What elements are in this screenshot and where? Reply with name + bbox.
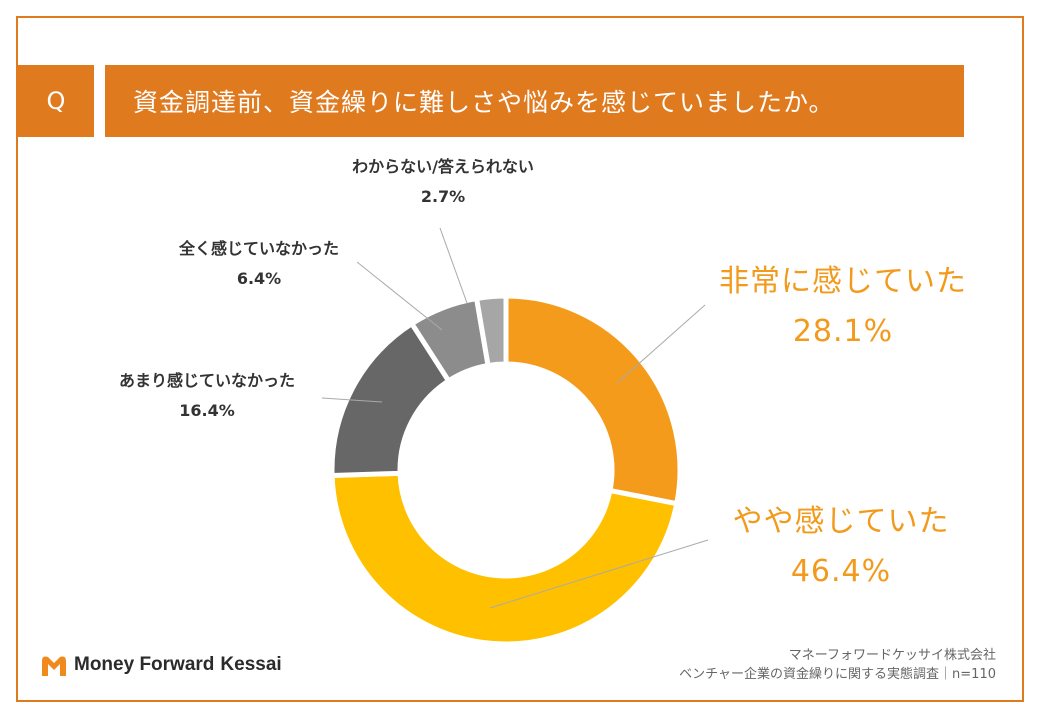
leader-lines [321,227,709,609]
label-somewhat-value: 46.4% [790,554,892,589]
question-marker: Q [18,65,94,137]
logo-mark-icon [42,656,66,676]
label-unknown: わからない/答えられない 2.7% [318,157,568,207]
question-title: 資金調達前、資金繰りに難しさや悩みを感じていましたか。 [105,65,964,137]
label-unknown-value: 2.7% [420,187,466,207]
leader-line-not-at-all [356,261,443,331]
money-forward-logo: Money Forward Kessai [40,652,282,678]
slice-somewhat [329,470,680,647]
label-not-much-value: 16.4% [179,401,235,421]
donut-slices [329,293,683,647]
logo-word-money-forward: Money Forward [74,654,215,675]
slide-frame: Q 資金調達前、資金繰りに難しさや悩みを感じていましたか。 [16,16,1024,702]
leader-line-unknown [439,227,468,304]
label-unknown-name: わからない/答えられない [352,157,534,176]
source-company: マネーフォワードケッサイ株式会社 [788,648,996,663]
source-survey: ベンチャー企業の資金繰りに関する実態調査｜n=110 [679,666,996,682]
leader-line-somewhat [489,539,709,609]
label-very-name: 非常に感じていた [719,264,967,299]
label-not-at-all: 全く感じていなかった 6.4% [153,239,365,289]
leader-line-not-much [321,397,383,403]
label-very: 非常に感じていた 28.1% [712,256,974,349]
label-not-much: あまり感じていなかった 16.4% [96,371,318,421]
slice-very [503,293,683,507]
label-not-at-all-name: 全く感じていなかった [178,239,339,258]
leader-line-very [616,304,706,384]
logo-word-kessai: Kessai [220,654,282,675]
source-note: マネーフォワードケッサイ株式会社 ベンチャー企業の資金繰りに関する実態調査｜n=… [679,647,996,685]
label-not-much-name: あまり感じていなかった [118,371,295,390]
label-not-at-all-value: 6.4% [236,269,282,289]
label-somewhat: やや感じていた 46.4% [720,496,962,589]
label-very-value: 28.1% [792,314,894,349]
slice-unknown [473,293,509,369]
label-somewhat-name: やや感じていた [732,504,950,539]
